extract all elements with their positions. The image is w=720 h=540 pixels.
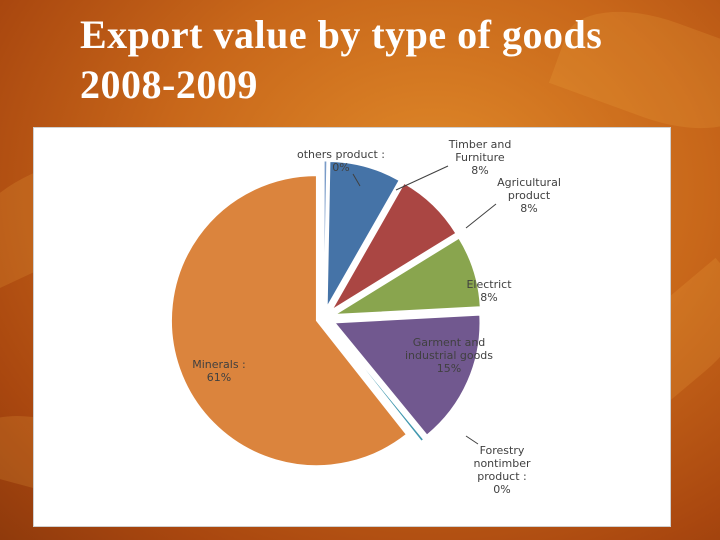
pie-slice-others-product [323, 160, 328, 307]
slice-label-garment-and-industrial-goods: Garment and industrial goods 15% [405, 336, 493, 375]
leader-line [395, 165, 449, 191]
leader-line [352, 173, 361, 187]
slice-label-electrict: Electrict 8% [466, 278, 512, 304]
slice-label-agricultural-product: Agricultural product 8% [497, 176, 561, 215]
leader-line [465, 203, 497, 229]
slide-title-line-2: 2008-2009 [80, 62, 258, 107]
slide-title: Export value by type of goods 2008-2009 [80, 10, 700, 110]
slice-label-forestry-nontimber-product: Forestry nontimber product :0% [473, 444, 531, 496]
pie-slice-minerals [170, 175, 407, 467]
pie-slice-timber-and-furniture [326, 160, 400, 307]
leader-line [465, 435, 479, 445]
slice-label-timber-and-furniture: Timber and Furniture 8% [448, 138, 512, 177]
slide-title-line-1: Export value by type of goods [80, 12, 603, 57]
pie-slice-agricultural-product [331, 182, 457, 310]
pie-chart: others product :0% Timber and Furniture 8%A… [170, 138, 561, 496]
pie-chart-area: others product :0% Timber and Furniture 8% A… [33, 127, 671, 527]
pie-slice-garment-and-industrial-goods [333, 314, 481, 436]
pie-slice-electrict [335, 237, 481, 315]
slice-label-others-product: others product :0% [297, 148, 385, 174]
slice-label-minerals: Minerals :61% [192, 358, 246, 384]
pie-slice-forestry-nontimber-product [331, 327, 425, 442]
